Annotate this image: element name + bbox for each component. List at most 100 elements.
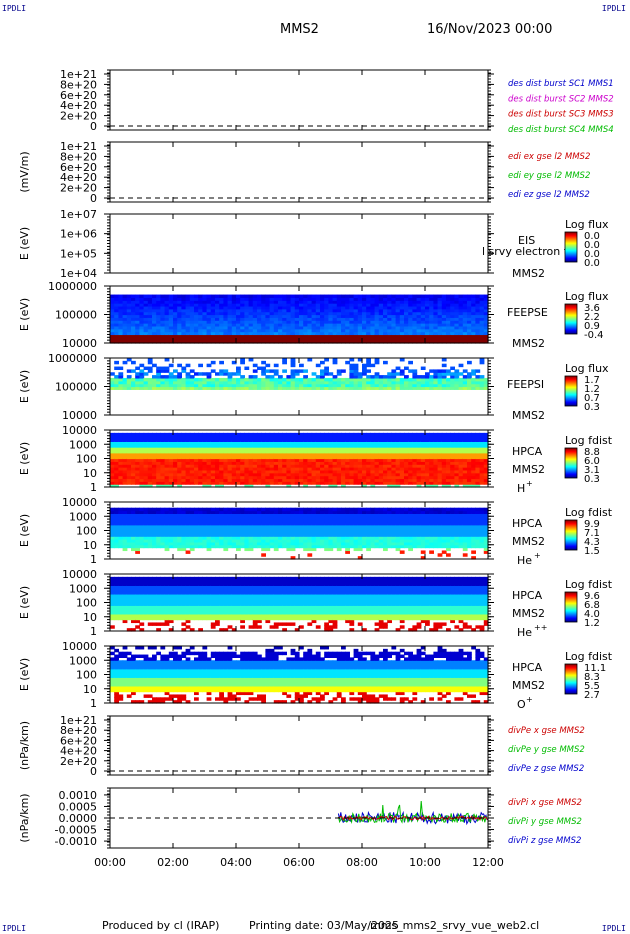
spectrogram-cell xyxy=(437,340,443,344)
panel-eis-colorbar xyxy=(564,231,578,263)
spectrogram-cell xyxy=(299,461,304,465)
spectrogram-cell xyxy=(240,328,245,333)
spectrogram-cell xyxy=(114,475,119,480)
spectrogram-cell xyxy=(206,544,212,549)
spectrogram-cell xyxy=(248,452,254,457)
spectrogram-cell xyxy=(156,300,161,304)
spectrogram-cell xyxy=(383,475,388,480)
spectrogram-cell xyxy=(248,311,254,316)
spectrogram-cell xyxy=(181,519,187,523)
spectrogram-cell xyxy=(236,461,241,465)
spectrogram-cell xyxy=(278,317,283,321)
spectrogram-cell xyxy=(122,377,128,382)
spectrogram-cell xyxy=(236,303,241,307)
spectrogram-cell xyxy=(303,297,308,301)
spectrogram-cell xyxy=(303,337,308,341)
spectrogram-cell xyxy=(177,305,182,310)
spectrogram-cell xyxy=(412,441,418,445)
spectrogram-cell xyxy=(248,358,254,362)
spectrogram-cell xyxy=(126,519,132,523)
spectrogram-cell xyxy=(404,320,409,324)
spectrogram-cell xyxy=(114,467,119,471)
spectrogram-cell xyxy=(437,334,443,338)
spectrogram-cell xyxy=(278,438,283,442)
spectrogram-cell xyxy=(194,524,199,529)
spectrogram-cell xyxy=(240,300,245,304)
spectrogram-cell xyxy=(181,320,187,324)
spectrogram-cell xyxy=(244,320,250,324)
spectrogram-cell xyxy=(408,328,413,333)
spectrogram-cell xyxy=(349,317,355,321)
spectrogram-cell xyxy=(404,380,409,385)
spectrogram-cell xyxy=(168,372,174,376)
spectrogram-cell xyxy=(215,386,220,390)
spectrogram-cell xyxy=(131,472,136,477)
spectrogram-cell xyxy=(252,380,258,385)
spectrogram-cell xyxy=(248,472,254,477)
spectrogram-cell xyxy=(164,484,170,488)
spectrogram-cell xyxy=(257,317,262,321)
spectrogram-cell xyxy=(328,461,334,465)
spectrogram-cell xyxy=(139,484,145,488)
spectrogram-cell xyxy=(168,527,174,532)
spectrogram-cell xyxy=(412,472,418,477)
spectrogram-cell xyxy=(227,449,233,454)
panel-hpca-h-colorbar-tick: 6.0 xyxy=(584,456,600,467)
spectrogram-cell xyxy=(454,478,460,482)
spectrogram-cell xyxy=(122,331,128,336)
spectrogram-cell xyxy=(261,527,266,532)
spectrogram-cell xyxy=(395,305,401,310)
spectrogram-cell xyxy=(286,484,292,488)
spectrogram-cell xyxy=(349,455,355,460)
spectrogram-cell xyxy=(198,435,203,440)
spectrogram-cell xyxy=(122,314,128,318)
panel-edi-e-legend-entry: edi ex gse l2 MMS2 xyxy=(508,152,590,162)
spectrogram-cell xyxy=(483,331,489,336)
spectrogram-cell xyxy=(269,521,275,526)
spectrogram-cell xyxy=(135,320,140,324)
spectrogram-cell xyxy=(227,481,233,485)
spectrogram-cell xyxy=(290,334,296,338)
spectrogram-cell xyxy=(429,305,434,310)
spectrogram-cell xyxy=(131,300,136,304)
spectrogram-cell xyxy=(324,377,329,382)
spectrogram-cell xyxy=(227,469,233,474)
spectrogram-cell xyxy=(383,461,388,465)
spectrogram-cell xyxy=(475,380,481,385)
spectrogram-cell xyxy=(429,469,434,474)
spectrogram-cell xyxy=(315,481,321,485)
spectrogram-cell xyxy=(366,380,371,385)
spectrogram-cell xyxy=(118,294,124,298)
spectrogram-cell xyxy=(446,461,451,465)
spectrogram-cell xyxy=(147,308,153,313)
spectrogram-cell xyxy=(420,311,426,316)
spectrogram-cell xyxy=(307,524,313,529)
spectrogram-cell xyxy=(286,375,292,379)
spectrogram-cell xyxy=(467,294,472,298)
spectrogram-cell xyxy=(454,372,460,376)
spectrogram-cell xyxy=(345,444,350,448)
spectrogram-cell xyxy=(206,519,212,523)
spectrogram-cell xyxy=(185,305,191,310)
spectrogram-cell xyxy=(282,435,287,440)
spectrogram-cell xyxy=(378,297,384,301)
spectrogram-cell xyxy=(441,308,447,313)
spectrogram-cell xyxy=(194,444,199,448)
spectrogram-cell xyxy=(156,530,161,534)
spectrogram-cell xyxy=(223,521,229,526)
spectrogram-cell xyxy=(391,432,397,437)
spectrogram-cell xyxy=(135,458,140,462)
spectrogram-cell xyxy=(412,328,418,333)
spectrogram-cell xyxy=(332,334,338,338)
spectrogram-cell xyxy=(362,380,367,385)
spectrogram-cell xyxy=(303,317,308,321)
spectrogram-cell xyxy=(215,527,220,532)
spectrogram-cell xyxy=(311,331,317,336)
spectrogram-cell xyxy=(290,510,296,514)
spectrogram-cell xyxy=(391,372,397,376)
spectrogram-cell xyxy=(315,449,321,454)
spectrogram-cell xyxy=(152,524,157,529)
spectrogram-cell xyxy=(219,539,224,543)
spectrogram-cell xyxy=(252,527,258,532)
spectrogram-cell xyxy=(122,467,128,471)
